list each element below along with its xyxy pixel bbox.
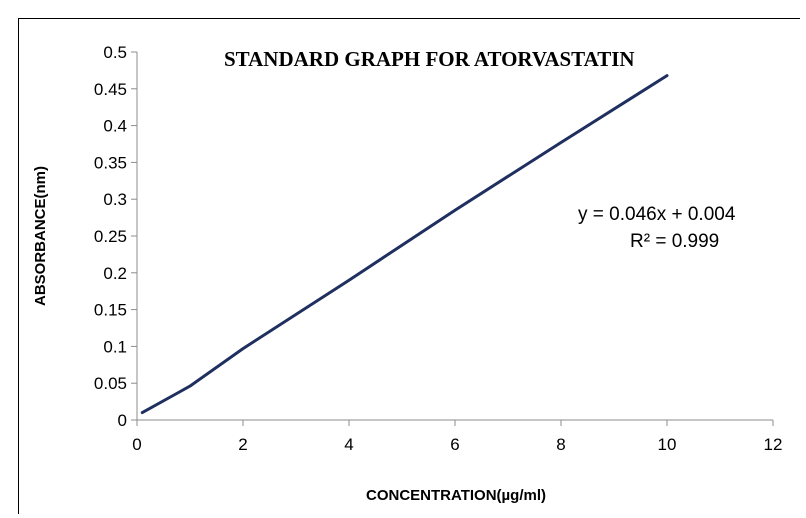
y-tick-label: 0.3 [103,190,127,209]
y-tick-label: 0.4 [103,117,127,136]
x-tick-label: 8 [556,435,565,454]
x-tick-label: 10 [658,435,677,454]
chart-frame [18,18,800,514]
y-axis: 0 0.05 0.1 0.15 0.2 0.25 0.3 0.35 0.4 0.45 0.5 [94,43,138,430]
y-tick-label: 0.15 [94,301,127,320]
y-tick-label: 0.2 [103,264,127,283]
y-tick-label: 0.35 [94,153,127,172]
y-tick-label: 0 [118,411,127,430]
y-tick-label: 0.1 [103,337,127,356]
series [140,74,669,415]
r-squared-label: R² = 0.999 [630,231,719,252]
x-tick-label: 6 [450,435,459,454]
y-tick-label: 0.25 [94,227,127,246]
x-tick-label: 0 [132,435,141,454]
y-tick-label: 0.05 [94,374,127,393]
y-axis-title: ABSORBANCE(nm) [32,166,49,306]
x-tick-label: 4 [344,435,353,454]
chart-title: STANDARD GRAPH FOR ATORVASTATIN [224,47,635,71]
x-tick-label: 12 [764,435,783,454]
x-axis-title: CONCENTRATION(µg/ml) [366,487,546,504]
x-axis: 0 2 4 6 8 10 12 [132,419,783,454]
trendline-equation: y = 0.046x + 0.004 [578,204,736,225]
series-line [140,74,669,415]
x-tick-label: 2 [238,435,247,454]
y-tick-label: 0.5 [103,43,127,62]
y-tick-label: 0.45 [94,80,127,99]
